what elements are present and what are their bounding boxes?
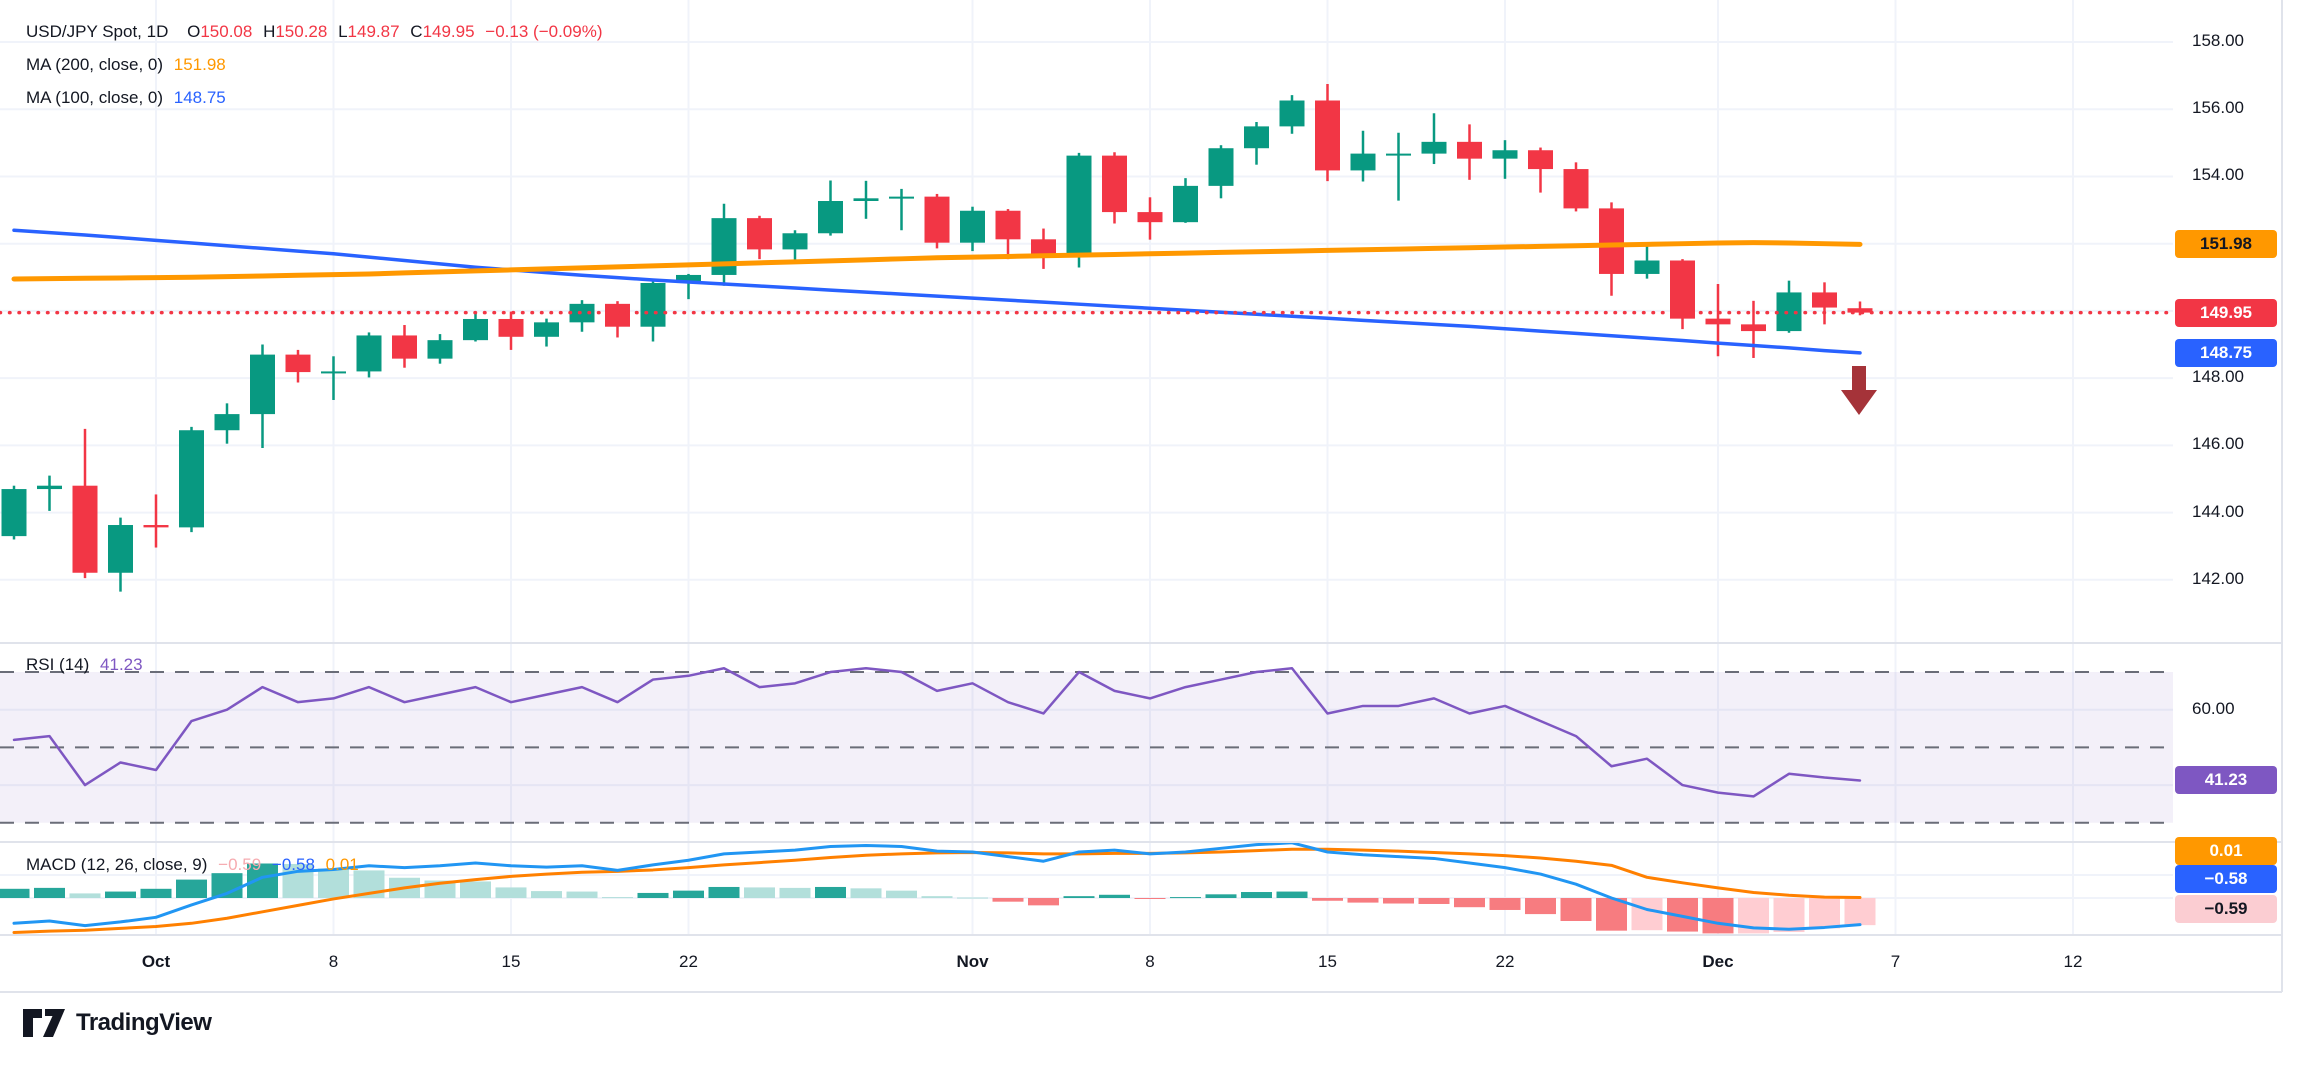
price-badge: −0.59 xyxy=(2175,895,2277,923)
tradingview-logo-icon xyxy=(23,1009,65,1037)
down-arrow-annotation xyxy=(1841,366,1877,415)
ohlc-open-value: 150.08 xyxy=(200,22,253,41)
axis-price-label: 158.00 xyxy=(2192,31,2244,50)
axis-time-label: Dec xyxy=(1702,952,1734,971)
brand-footer[interactable]: TradingView xyxy=(22,1008,212,1038)
axis-price-label: 144.00 xyxy=(2192,501,2244,521)
ma200-value: 151.98 xyxy=(173,55,226,74)
ohlc-low-label: L xyxy=(338,22,348,41)
price-badge: −0.58 xyxy=(2175,865,2277,893)
ohlc-high-value: 150.28 xyxy=(275,22,328,41)
macd-hist-value: −0.59 xyxy=(218,855,262,874)
ma100-line xyxy=(12,228,1862,355)
axis-time-label: Oct xyxy=(141,952,171,971)
price-badge: 0.01 xyxy=(2175,837,2277,865)
pane-separators xyxy=(0,0,2283,993)
ohlc-open-label: O xyxy=(187,22,201,41)
axis-time-label: 8 xyxy=(1145,952,1155,971)
ma200-label: MA (200, close, 0) xyxy=(26,55,164,74)
ma200-legend-row[interactable]: MA (200, close, 0) 151.98 xyxy=(26,55,232,75)
axis-price-label: 148.00 xyxy=(2192,367,2244,387)
price-badge: 151.98 xyxy=(2175,230,2277,259)
axis-time-label: Nov xyxy=(956,952,989,971)
rsi-band xyxy=(0,671,2173,824)
axis-price-label: 146.00 xyxy=(2192,434,2244,454)
axis-price-label: 142.00 xyxy=(2192,568,2244,588)
axis-time-label: 15 xyxy=(501,952,521,971)
axis-price-label: 60.00 xyxy=(2192,698,2235,718)
brand-name: TradingView xyxy=(76,1009,212,1036)
axis-price-label: 154.00 xyxy=(2192,165,2244,185)
macd-signal-line xyxy=(12,847,1862,934)
price-badge: 41.23 xyxy=(2175,766,2277,795)
candlesticks xyxy=(1,84,1873,592)
axis-time-label: 8 xyxy=(328,952,339,971)
axis-time-label: 22 xyxy=(679,952,698,971)
macd-line-value: −0.58 xyxy=(271,855,315,874)
rsi-value: 41.23 xyxy=(100,655,143,674)
symbol-legend-row[interactable]: USD/JPY Spot, 1D O150.08 H150.28 L149.87… xyxy=(26,22,609,42)
ohlc-close-value: 149.95 xyxy=(422,22,475,41)
ma100-legend-row[interactable]: MA (100, close, 0) 148.75 xyxy=(26,88,232,108)
ma200-line xyxy=(11,240,1863,282)
ma100-label: MA (100, close, 0) xyxy=(26,88,164,107)
axis-time-label: 7 xyxy=(1890,952,1901,971)
change-value: −0.13 (−0.09%) xyxy=(485,22,603,41)
macd-signal-value: 0.01 xyxy=(325,855,359,874)
rsi-label: RSI (14) xyxy=(26,655,90,674)
macd-legend-row[interactable]: MACD (12, 26, close, 9) −0.59 −0.58 0.01 xyxy=(26,855,365,875)
ohlc-low-value: 149.87 xyxy=(347,22,400,41)
axis-time-label: 22 xyxy=(1495,952,1515,971)
axis-price-label: 156.00 xyxy=(2192,98,2244,118)
ohlc-close-label: C xyxy=(410,22,423,41)
price-badge: 148.75 xyxy=(2175,338,2277,367)
ma100-value: 148.75 xyxy=(173,88,226,107)
macd-line xyxy=(12,841,1862,931)
axis-time-label: 15 xyxy=(1318,952,1337,971)
ohlc-high-label: H xyxy=(263,22,276,41)
macd-label: MACD (12, 26, close, 9) xyxy=(26,855,208,874)
price-badge: 149.95 xyxy=(2175,298,2277,327)
rsi-legend-row[interactable]: RSI (14) 41.23 xyxy=(26,655,149,675)
symbol-title: USD/JPY Spot, 1D xyxy=(26,22,169,41)
rsi-line xyxy=(12,667,1862,798)
axis-time-label: 12 xyxy=(2063,952,2083,971)
